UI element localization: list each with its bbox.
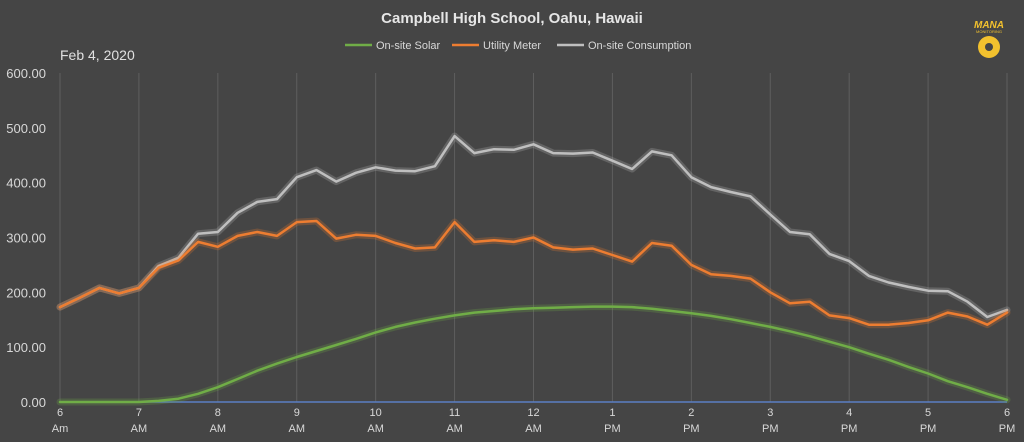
x-tick-hour-3: 9 <box>294 407 300 419</box>
x-tick-period-2: AM <box>210 423 227 435</box>
x-tick-hour-5: 11 <box>449 407 460 419</box>
x-tick-period-7: PM <box>604 423 621 435</box>
series-line-consumption <box>58 134 1009 319</box>
x-tick-period-9: PM <box>762 423 779 435</box>
series-group <box>56 132 1011 406</box>
x-tick-period-8: PM <box>683 423 700 435</box>
y-tick-label-2: 200.00 <box>6 285 46 300</box>
y-tick-label-0: 0.00 <box>21 395 46 410</box>
y-tick-label-5: 500.00 <box>6 121 46 136</box>
x-axis-ticks: 6 Am 7 AM 8 AM 9 AM 10 AM 11 AM 12 AM 1 PM 2 PM 3 PM 4 PM 5 PM 6… <box>52 407 1016 435</box>
y-tick-label-6: 600.00 <box>6 66 46 81</box>
logo-subtext: MONITORING <box>976 29 1002 34</box>
x-tick-hour-10: 4 <box>846 407 852 419</box>
legend-label-consumption: On-site Consumption <box>588 40 691 52</box>
series-line-utility <box>58 219 1009 326</box>
x-tick-hour-8: 2 <box>688 407 694 419</box>
legend: On-site Solar Utility Meter On-site Cons… <box>345 40 691 52</box>
x-tick-hour-1: 7 <box>136 407 142 419</box>
x-tick-hour-2: 8 <box>215 407 221 419</box>
legend-label-utility: Utility Meter <box>483 40 541 52</box>
x-tick-hour-7: 1 <box>609 407 615 419</box>
x-tick-hour-12: 6 <box>1004 407 1010 419</box>
x-tick-period-1: AM <box>131 423 148 435</box>
mana-logo: MANA MONITORING <box>974 20 1004 58</box>
y-tick-label-4: 400.00 <box>6 176 46 191</box>
y-tick-label-3: 300.00 <box>6 231 46 246</box>
x-tick-period-5: AM <box>446 423 463 435</box>
x-tick-hour-0: 6 <box>57 407 63 419</box>
x-tick-hour-4: 10 <box>370 407 382 419</box>
chart-title: Campbell High School, Oahu, Hawaii <box>381 10 643 27</box>
logo-text: MANA <box>974 20 1004 31</box>
x-tick-period-10: PM <box>841 423 858 435</box>
x-tick-period-6: AM <box>525 423 542 435</box>
x-tick-period-11: PM <box>920 423 937 435</box>
x-tick-period-4: AM <box>367 423 384 435</box>
x-tick-hour-11: 5 <box>925 407 931 419</box>
logo-sun-core-icon <box>985 43 993 51</box>
chart-date: Feb 4, 2020 <box>60 47 135 63</box>
y-tick-label-1: 100.00 <box>6 340 46 355</box>
legend-label-solar: On-site Solar <box>376 40 441 52</box>
x-tick-period-3: AM <box>289 423 306 435</box>
x-tick-hour-6: 12 <box>527 407 539 419</box>
x-tick-period-12: PM <box>999 423 1016 435</box>
y-axis-ticks: 0.00 100.00 200.00 300.00 400.00 500.00 600.00 <box>6 66 46 410</box>
series-line-solar <box>58 305 1009 404</box>
x-tick-hour-9: 3 <box>767 407 773 419</box>
x-tick-period-0: Am <box>52 423 69 435</box>
